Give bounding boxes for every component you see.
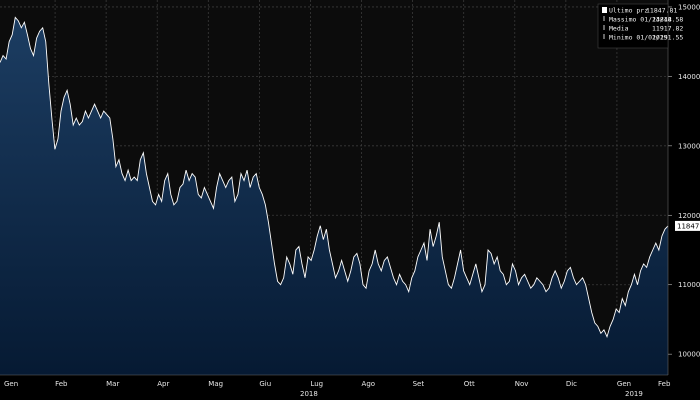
legend-swatch-last [602,7,607,13]
x-axis: Gen Feb Mar Apr Mag Giu Lug Ago Set Ott Nov Dic Gen F… [0,374,671,398]
legend-value-last: 11847.81 [646,7,677,15]
y-tick-label: 14000 [678,73,700,81]
y-tick-label: 11000 [678,281,700,289]
legend-value-max: 14844.58 [652,16,683,24]
x-tick-label: Ago [362,380,376,388]
legend: Ultimo prz 11847.81 Massimo 01/23/18 148… [597,3,683,49]
x-tick-label: Nov [515,380,529,388]
x-tick-label: Mar [106,380,119,388]
x-tick-label: Set [413,380,425,388]
y-axis: 10000 11000 12000 13000 14000 15000 [667,0,700,375]
last-value-tag-bg [675,220,700,231]
y-tick-label: 15000 [678,3,700,11]
x-tick-label: Gen [4,380,18,388]
y-tick-label: 10000 [678,351,700,359]
x-tick-label: Lug [310,380,323,388]
x-tick-label: Feb [658,380,671,388]
x-tick-label: Apr [157,380,169,388]
y-tick-label: 12000 [678,212,700,220]
legend-label-avg: Media [609,25,629,33]
legend-label-min: Minimo 01/02/19 [609,34,668,42]
legend-box [597,3,669,49]
last-value-tag: 11847.81 [675,220,700,231]
x-tick-label: Gen [617,380,631,388]
year-label: 2018 [300,390,318,398]
x-tick-label: Giu [259,380,271,388]
year-label: 2019 [625,390,643,398]
legend-label-max: Massimo 01/23/18 [609,16,672,24]
legend-label-last: Ultimo prz [609,7,648,15]
x-tick-label: Feb [55,380,68,388]
series-area [0,17,668,376]
legend-value-min: 10251.55 [652,34,683,42]
x-tick-label: Mag [208,380,223,388]
y-tick-label: 13000 [678,142,700,150]
x-tick-label: Ott [464,380,475,388]
legend-value-avg: 11917.82 [652,25,683,33]
x-tick-label: Dic [566,380,577,388]
last-value-label: 11847.81 [677,222,700,230]
series-line [0,16,669,339]
